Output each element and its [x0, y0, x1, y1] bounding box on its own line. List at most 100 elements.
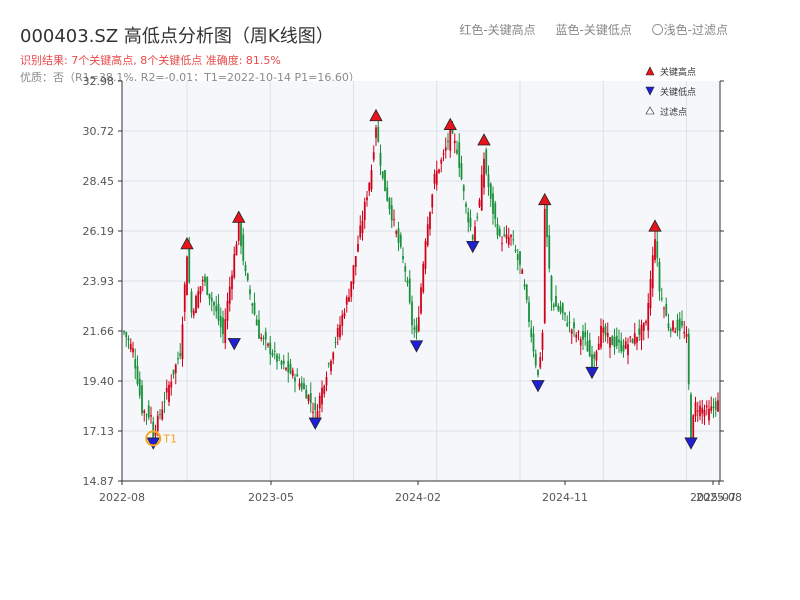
legend-low-note: 蓝色-关键低点: [555, 23, 632, 37]
candle: [215, 295, 218, 319]
candle: [631, 338, 634, 344]
candle: [550, 274, 553, 311]
candle: [534, 349, 537, 369]
candle: [579, 336, 582, 356]
candle: [667, 313, 670, 332]
candle: [462, 184, 465, 201]
candle: [487, 165, 490, 196]
candle: [224, 308, 227, 350]
candle: [226, 292, 229, 330]
candle: [179, 343, 182, 360]
y-tick-label: 26.19: [83, 225, 115, 238]
candle: [343, 308, 346, 320]
candle: [327, 362, 330, 368]
candle: [449, 127, 452, 158]
t1-marker: [145, 430, 162, 447]
candle: [264, 327, 267, 351]
candle: [645, 319, 647, 326]
candle: [354, 255, 357, 276]
candle: [150, 406, 152, 424]
candle: [717, 392, 719, 412]
candle: [467, 207, 470, 233]
candle: [199, 286, 202, 303]
candle: [384, 169, 386, 192]
y-tick-label: 32.98: [83, 75, 115, 88]
candle: [658, 257, 661, 301]
candle: [573, 318, 575, 337]
key-low-marker: [146, 437, 160, 450]
candle: [357, 235, 359, 253]
candle: [197, 286, 200, 309]
candle: [161, 401, 164, 421]
candle: [710, 396, 713, 414]
candle: [413, 318, 416, 338]
candle: [132, 341, 134, 358]
candle: [512, 230, 515, 245]
candle: [210, 291, 213, 312]
candle: [168, 381, 170, 406]
candle: [375, 124, 377, 146]
candle: [636, 336, 638, 351]
grid: [118, 80, 724, 485]
candle: [186, 255, 188, 296]
candle: [559, 300, 562, 315]
chart-title: 000403.SZ 高低点分析图（周K线图）: [20, 26, 334, 47]
legend-low-icon: [645, 86, 655, 96]
candle: [485, 147, 488, 176]
candle: [584, 322, 587, 346]
y-tick-label: 23.93: [83, 275, 115, 288]
key-low-marker: [409, 340, 424, 353]
candle: [685, 326, 688, 344]
candle: [294, 373, 296, 393]
candle: [411, 295, 413, 335]
candle: [501, 236, 503, 252]
candle: [368, 181, 371, 196]
candle: [303, 377, 305, 390]
candle: [622, 339, 625, 358]
candle: [714, 397, 717, 417]
candle: [602, 319, 605, 343]
candle: [399, 232, 402, 249]
candle: [318, 392, 321, 419]
candle: [474, 220, 476, 242]
candle: [249, 285, 251, 300]
candle: [204, 273, 206, 287]
candle: [429, 211, 431, 236]
candle: [510, 234, 512, 246]
candle: [330, 359, 332, 375]
legend-low-label: 关键低点: [660, 86, 696, 98]
candle: [228, 276, 231, 312]
candle: [588, 332, 591, 358]
candle: [219, 307, 222, 338]
candle: [469, 209, 472, 232]
candle: [136, 355, 139, 387]
candle: [471, 233, 474, 242]
legend-high-note: 红色-关键高点: [459, 23, 536, 37]
candle: [528, 296, 530, 328]
candle: [282, 354, 285, 370]
candle: [613, 328, 616, 355]
candle: [444, 137, 447, 159]
candle: [618, 329, 620, 353]
candle: [701, 399, 704, 424]
candle: [505, 225, 508, 244]
candle: [640, 319, 643, 351]
candle: [406, 276, 409, 287]
legend-filter-note: 〇浅色-过滤点: [651, 23, 728, 37]
x-tick-label: 2025-07: [690, 491, 736, 504]
candle: [183, 281, 186, 321]
candle: [181, 316, 184, 367]
candle: [595, 349, 598, 367]
candle: [642, 322, 645, 341]
candle: [289, 358, 292, 375]
y-tick-label: 30.72: [83, 125, 115, 138]
candle: [539, 352, 542, 370]
candle: [656, 230, 659, 267]
candle: [627, 337, 629, 365]
candle: [649, 270, 652, 316]
candle: [305, 384, 308, 399]
candle: [381, 171, 384, 181]
key-low-marker: [466, 240, 480, 254]
candle: [615, 327, 618, 350]
candle: [694, 396, 697, 423]
